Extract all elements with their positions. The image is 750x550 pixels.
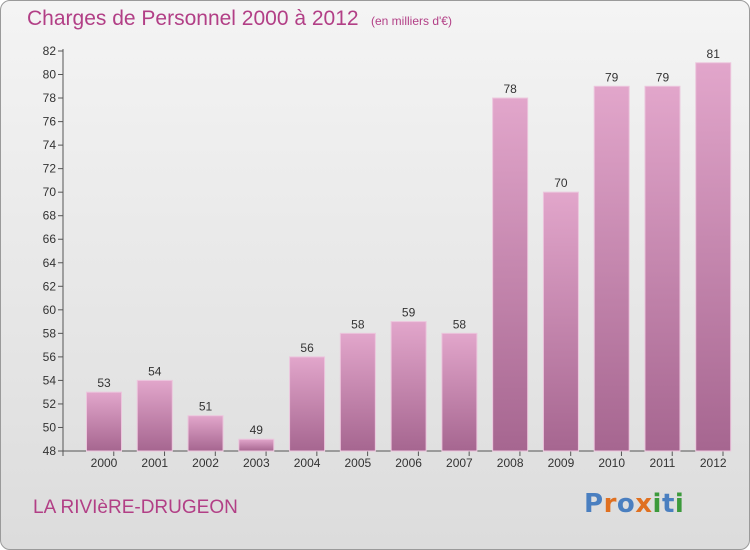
x-tick-label: 2002 [192,456,219,470]
x-tick-label: 2008 [497,456,524,470]
logo-letter: t [661,489,675,519]
y-tick-label: 70 [43,185,57,199]
chart-title: Charges de Personnel 2000 à 2012 [27,7,359,30]
value-label-2003: 49 [250,423,264,437]
bar-2000 [86,391,122,452]
value-label-2002: 51 [199,400,213,414]
x-axis: 2000 2001 2002 2003 2004 2005 2006 2007 2008 2009… [62,450,727,470]
bars-group [86,62,732,452]
y-tick-label: 68 [43,209,57,223]
logo-letter: i [674,489,685,519]
y-tick-label: 58 [43,326,57,340]
y-tick-label: 56 [43,350,57,364]
y-tick-label: 50 [43,420,57,434]
proxiti-logo[interactable]: Proxiti [584,489,684,519]
bar-2001 [136,379,173,452]
value-label-2004: 56 [300,341,314,355]
bar-2004 [289,356,326,452]
value-label-2001: 54 [148,364,162,378]
logo-letter: o [616,489,636,519]
bar-2012 [695,62,732,452]
y-tick-label: 66 [43,232,57,246]
bar-2010 [593,85,630,452]
logo-letter: P [584,489,604,519]
y-tick-label: 82 [43,44,57,58]
x-tick-label: 2012 [700,456,727,470]
x-tick-label: 2003 [243,456,270,470]
y-axis: 48 50 52 54 56 58 60 62 64 66 68 70 72 74 76 78 80 82 [43,44,64,458]
x-tick-label: 2009 [548,456,575,470]
x-tick-label: 2000 [91,456,118,470]
value-label-2010: 79 [605,70,619,84]
location-name: LA RIVIèRE-DRUGEON [33,497,238,518]
bar-2007 [441,332,478,452]
y-tick-label: 78 [43,91,57,105]
bar-2005 [339,332,376,452]
bar-2003 [238,438,275,452]
x-tick-label: 2006 [395,456,422,470]
logo-letter: x [635,489,653,519]
y-tick-label: 72 [43,162,57,176]
bar-2011 [644,85,681,452]
y-tick-label: 52 [43,397,57,411]
y-tick-label: 54 [43,373,57,387]
value-label-2005: 58 [351,317,365,331]
y-tick-label: 48 [43,444,57,458]
value-label-2008: 78 [503,82,517,96]
value-labels-group: 53 54 51 49 56 58 59 58 78 70 79 79 81 [97,47,720,437]
y-tick-label: 62 [43,279,57,293]
value-label-2000: 53 [97,376,111,390]
logo-letter: i [652,489,662,519]
value-label-2006: 59 [402,306,416,320]
y-tick-label: 64 [43,256,57,270]
value-label-2009: 70 [554,176,568,190]
bar-2002 [187,415,224,452]
value-label-2007: 58 [453,317,467,331]
x-tick-label: 2004 [294,456,321,470]
bar-2009 [542,191,579,452]
bar-2006 [390,321,427,452]
logo-letter: r [603,489,617,519]
value-label-2012: 81 [707,47,721,61]
value-label-2011: 79 [656,70,670,84]
chart-subtitle: (en milliers d'€) [371,14,452,28]
y-tick-label: 76 [43,115,57,129]
y-tick-label: 80 [43,68,57,82]
y-tick-label: 60 [43,303,57,317]
x-tick-label: 2010 [598,456,625,470]
x-tick-label: 2005 [344,456,371,470]
x-tick-label: 2011 [650,456,676,470]
y-tick-label: 74 [43,138,57,152]
x-tick-label: 2001 [141,456,168,470]
bar-2008 [492,97,529,452]
x-tick-label: 2007 [446,456,473,470]
